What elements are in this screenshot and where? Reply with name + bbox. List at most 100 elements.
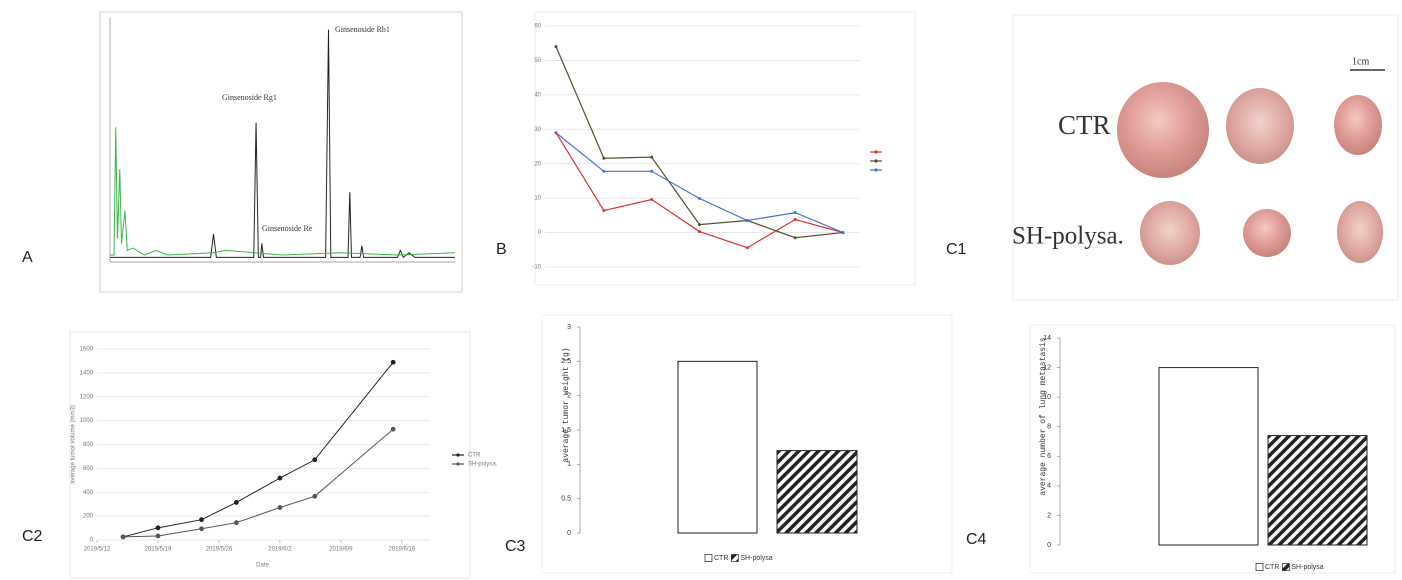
tumor-photo <box>1337 201 1383 263</box>
scale-label: 1cm <box>1352 56 1369 67</box>
bar <box>677 360 758 534</box>
y-tick-label: 10 <box>1043 394 1051 401</box>
y-tick-label: 40 <box>534 92 541 98</box>
tumor-photo <box>1243 209 1291 257</box>
annotation: Ginsenoside Re <box>262 224 313 233</box>
y-tick-label: 20 <box>534 161 541 167</box>
y-tick-label: 3 <box>567 324 571 331</box>
legend-label: SH-polysa <box>1291 564 1323 571</box>
legend-marker <box>874 168 878 172</box>
bar <box>776 450 858 534</box>
data-point <box>793 217 797 221</box>
legend-label: SH-polysa <box>740 555 772 562</box>
y-tick-label: 400 <box>83 490 94 496</box>
x-tick-label: 2019/6/2 <box>268 547 292 553</box>
panel-label: C1 <box>946 241 967 258</box>
y-tick-label: 2 <box>1047 512 1051 519</box>
chart-panel: B -10 0 10 20 30 40 50 60 <box>496 11 916 286</box>
tumor-photo <box>1140 201 1200 265</box>
y-tick-label: 600 <box>83 466 94 472</box>
tumor-photo <box>1226 88 1294 164</box>
y-tick-label: 0 <box>90 538 94 544</box>
data-point <box>199 517 204 523</box>
y-tick-label: 8 <box>1047 424 1051 431</box>
legend-swatch <box>731 554 739 562</box>
data-point <box>199 526 204 532</box>
x-tick-label: 2019/5/26 <box>206 547 233 553</box>
chart-panel: C2 0 200 400 600 800 1000 1200 1400 1600 2019/5/12… <box>22 331 498 579</box>
bar <box>1158 367 1259 546</box>
data-point <box>233 499 239 505</box>
data-point <box>312 457 318 463</box>
data-point <box>554 45 558 49</box>
data-point <box>390 359 396 365</box>
data-point <box>277 505 283 510</box>
y-tick-label: 2.5 <box>561 358 571 365</box>
y-tick-label: 1000 <box>80 418 94 424</box>
data-point <box>602 156 606 160</box>
chart-panel: C3 0 0.5 1 1.5 2 2.5 3 average tumor weight (g) C… <box>505 314 953 574</box>
legend-label: CTR <box>468 453 481 459</box>
panel-label: C3 <box>505 538 526 555</box>
legend-label: CTR <box>1265 564 1279 571</box>
legend-label: SH-polysa. <box>468 462 498 468</box>
x-tick-label: 2019/6/9 <box>329 547 353 553</box>
annotation: Ginsenoside Rg1 <box>222 93 277 102</box>
legend-swatch <box>1282 563 1290 571</box>
data-point <box>312 493 318 499</box>
data-point <box>650 169 654 173</box>
photo-frame <box>1012 14 1399 301</box>
data-point <box>841 231 845 235</box>
data-point <box>155 525 161 531</box>
y-tick-label: 1600 <box>80 347 94 353</box>
tumor-photo <box>1117 82 1209 178</box>
legend-label: CTR <box>714 555 728 562</box>
y-tick-label: 200 <box>83 514 94 520</box>
y-tick-label: 0 <box>538 230 542 236</box>
data-point <box>793 211 797 215</box>
y-tick-label: 4 <box>1047 483 1051 490</box>
legend-marker <box>874 159 878 163</box>
series-line <box>110 127 456 256</box>
row-label: CTR <box>1058 110 1111 140</box>
data-point <box>698 196 701 200</box>
x-axis-title: Date <box>256 563 269 569</box>
data-point <box>120 534 126 540</box>
series-line <box>110 29 455 259</box>
panel-frame <box>69 331 471 579</box>
y-tick-label: 60 <box>534 24 541 30</box>
data-point <box>698 230 701 234</box>
y-tick-label: 2 <box>567 393 571 400</box>
data-point <box>745 246 749 250</box>
x-tick-label: 2019/6/16 <box>389 547 416 553</box>
bar <box>1267 435 1368 546</box>
y-axis-title: average tumor volume (mm3) <box>71 405 77 484</box>
y-tick-label: 0 <box>1047 542 1051 549</box>
legend-marker <box>456 453 460 457</box>
data-point <box>277 475 283 481</box>
data-point <box>602 209 606 213</box>
legend-marker <box>456 462 460 466</box>
chart-panel: A Ginsenoside Rb1 Ginsenoside Rg1 Ginsenosi… <box>22 11 463 293</box>
panel-label: C4 <box>966 531 987 548</box>
y-tick-label: 800 <box>83 442 94 448</box>
legend-marker <box>874 150 878 154</box>
y-axis-title: average number of lung metastasis <box>1039 337 1048 496</box>
data-point <box>390 426 396 432</box>
panel-label: B <box>496 241 507 258</box>
y-tick-label: 10 <box>534 196 541 202</box>
y-tick-label: 0.5 <box>561 496 571 503</box>
panel-label: A <box>22 249 33 266</box>
y-tick-label: 50 <box>534 58 541 64</box>
y-tick-label: 1200 <box>80 394 94 400</box>
data-point <box>793 236 797 240</box>
data-point <box>698 223 701 227</box>
panel-frame <box>99 11 463 293</box>
y-tick-label: 30 <box>534 127 541 133</box>
y-tick-label: 0 <box>567 530 571 537</box>
y-tick-label: 6 <box>1047 453 1051 460</box>
y-tick-label: 12 <box>1043 364 1051 371</box>
tumor-photo <box>1334 95 1382 155</box>
